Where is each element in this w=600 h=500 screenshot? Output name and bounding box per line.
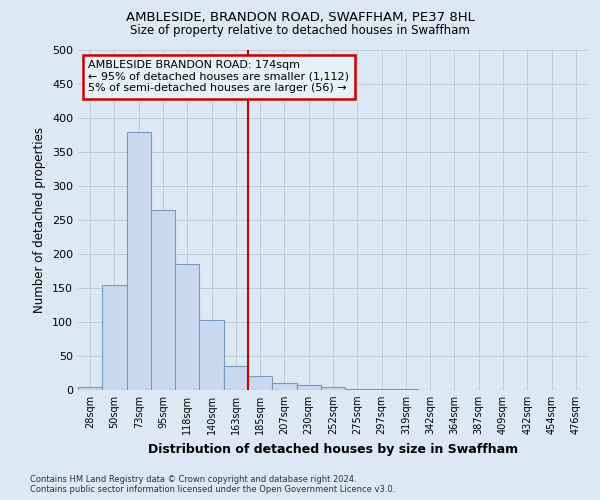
Bar bbox=[102, 284, 127, 390]
Bar bbox=[224, 366, 248, 390]
Text: AMBLESIDE BRANDON ROAD: 174sqm
← 95% of detached houses are smaller (1,112)
5% o: AMBLESIDE BRANDON ROAD: 174sqm ← 95% of … bbox=[88, 60, 349, 94]
Text: AMBLESIDE, BRANDON ROAD, SWAFFHAM, PE37 8HL: AMBLESIDE, BRANDON ROAD, SWAFFHAM, PE37 … bbox=[125, 11, 475, 24]
Y-axis label: Number of detached properties: Number of detached properties bbox=[34, 127, 46, 313]
Bar bbox=[199, 320, 224, 390]
X-axis label: Distribution of detached houses by size in Swaffham: Distribution of detached houses by size … bbox=[148, 442, 518, 456]
Bar bbox=[175, 264, 199, 390]
Bar bbox=[321, 388, 345, 390]
Bar bbox=[151, 210, 175, 390]
Bar bbox=[296, 384, 321, 390]
Bar bbox=[78, 386, 102, 390]
Bar bbox=[127, 132, 151, 390]
Bar bbox=[248, 376, 272, 390]
Bar bbox=[272, 383, 296, 390]
Text: Contains HM Land Registry data © Crown copyright and database right 2024.
Contai: Contains HM Land Registry data © Crown c… bbox=[30, 474, 395, 494]
Text: Size of property relative to detached houses in Swaffham: Size of property relative to detached ho… bbox=[130, 24, 470, 37]
